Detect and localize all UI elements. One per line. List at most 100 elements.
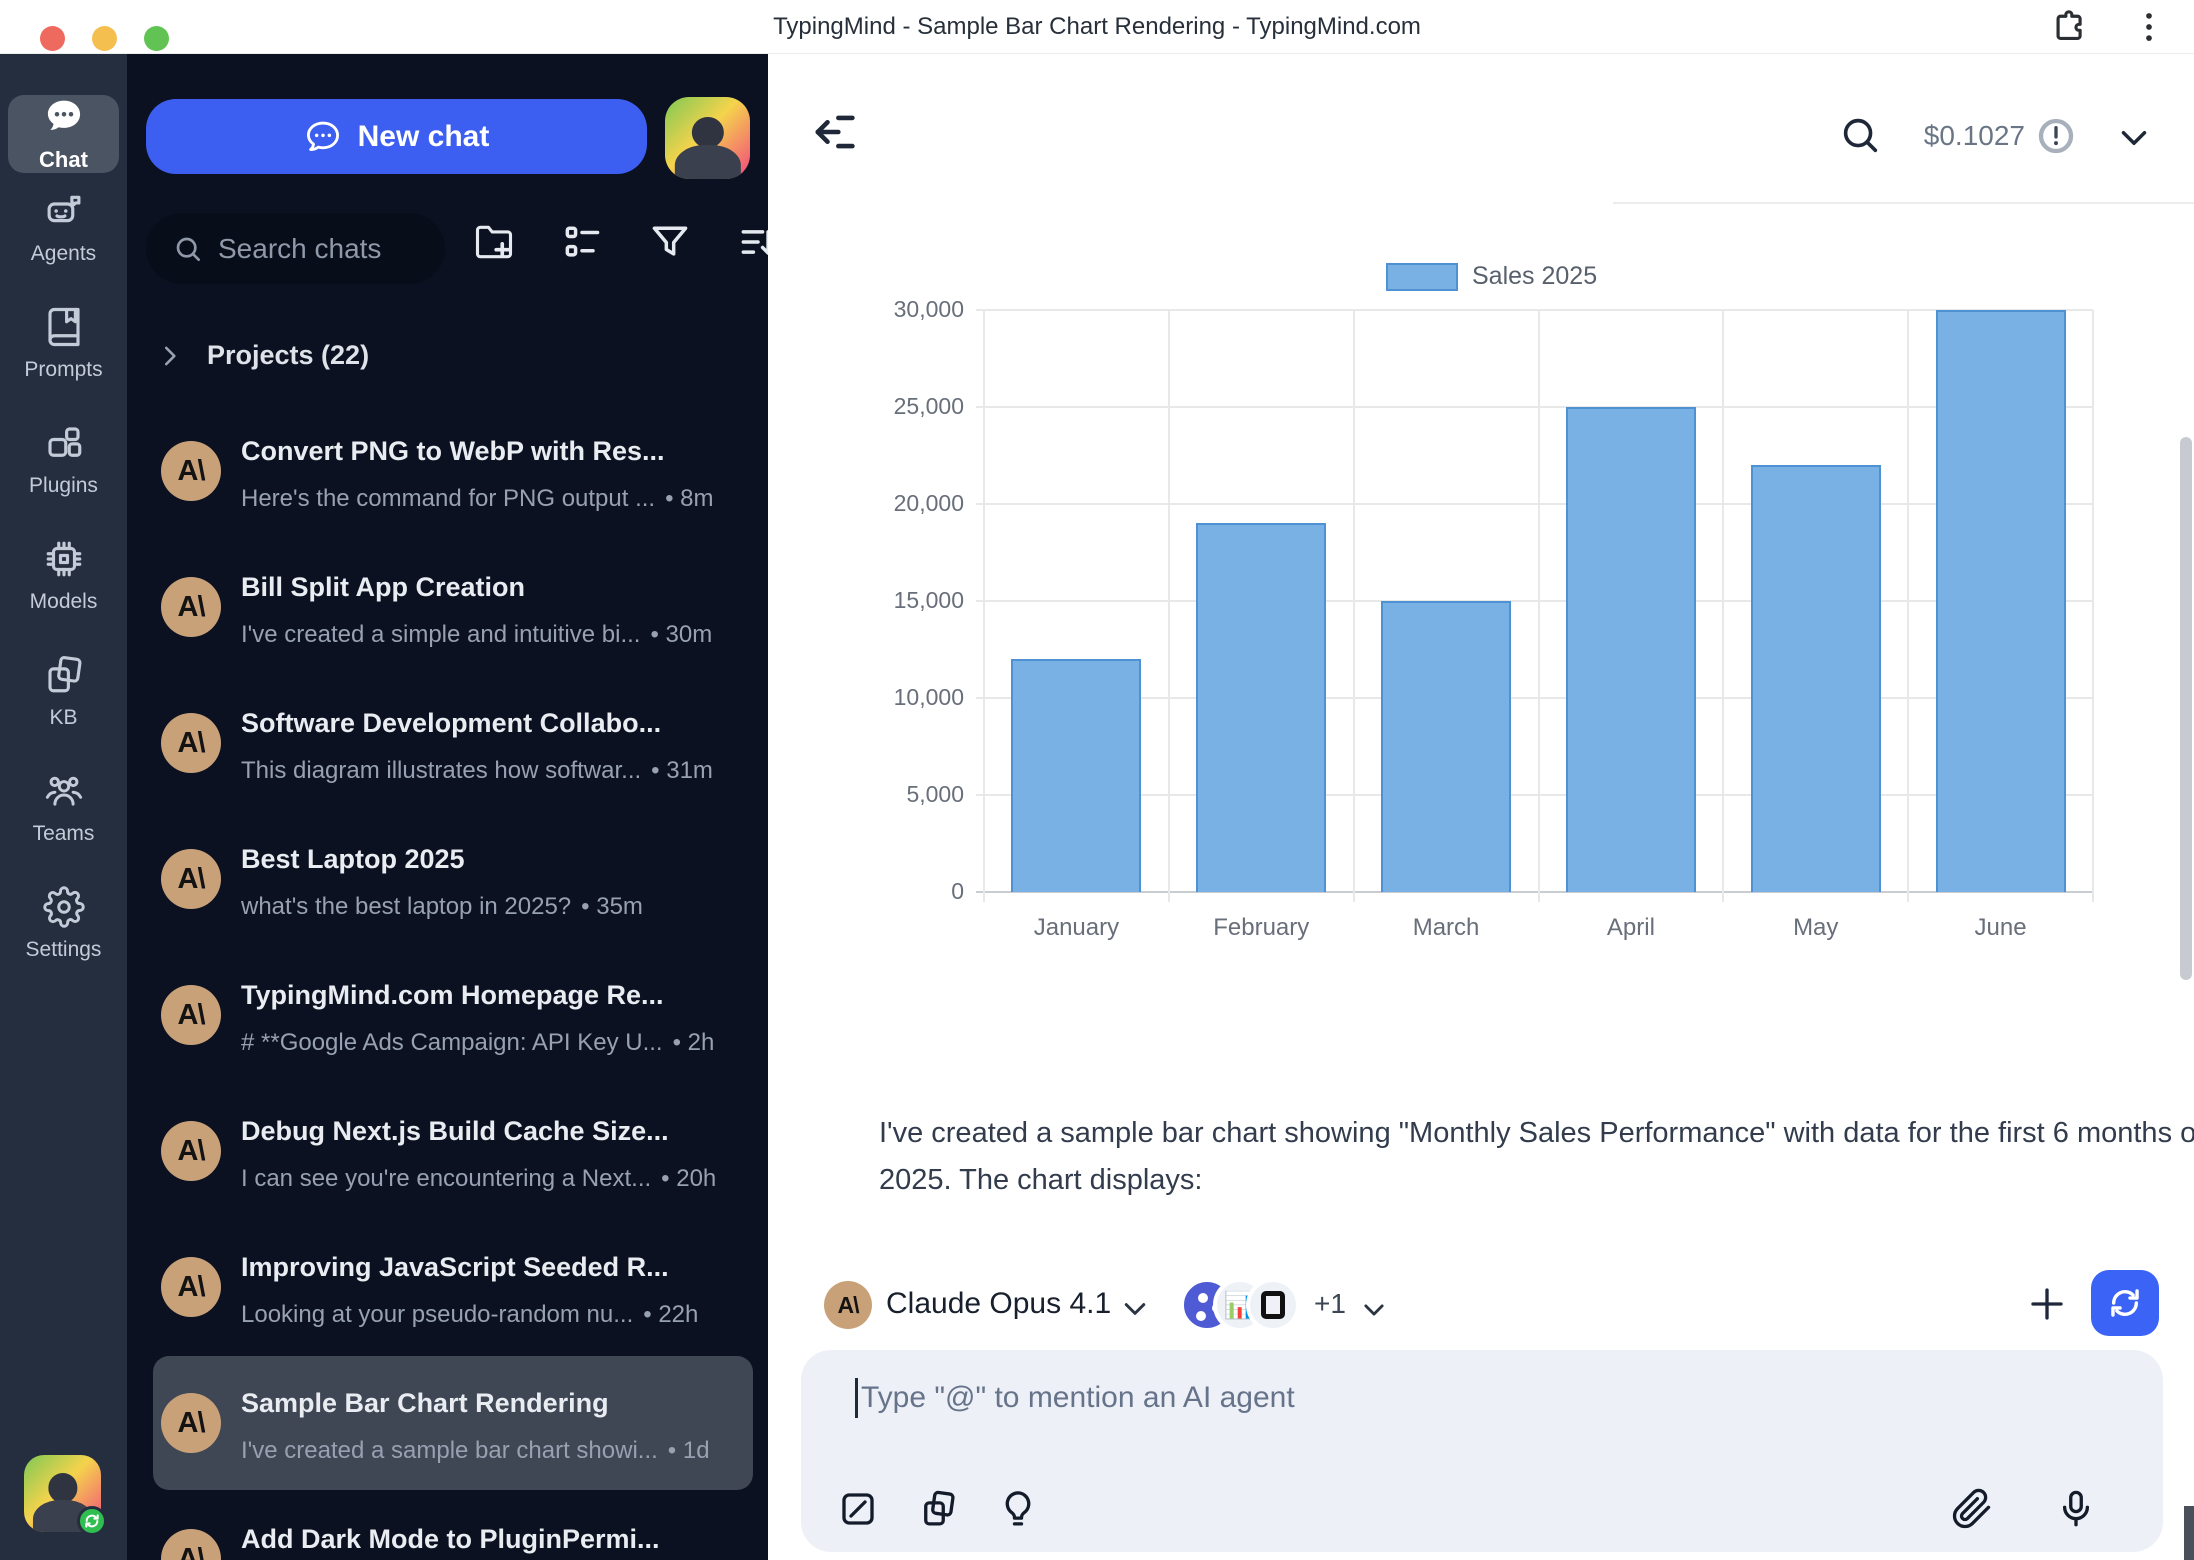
rail-item-models[interactable]: Models [0, 518, 127, 634]
add-attachment-plus-icon[interactable] [2026, 1283, 2068, 1325]
chat-snippet: Here's the command for PNG output ... [241, 485, 655, 512]
rail-item-settings[interactable]: Settings [0, 866, 127, 982]
chat-list-item[interactable]: A\ TypingMind.com Homepage Re... # **Goo… [127, 947, 768, 1083]
x-axis-tick: April [1539, 914, 1724, 942]
scroll-down-icon[interactable] [2116, 120, 2152, 156]
search-icon [172, 233, 204, 265]
bulk-select-icon[interactable] [560, 220, 604, 264]
user-avatar-top[interactable] [665, 97, 750, 179]
bar-february [1196, 523, 1326, 892]
search-messages-icon[interactable] [1837, 112, 1883, 158]
gridline-vertical [2092, 310, 2094, 902]
nav-rail: Chat Agents Prompts Plugins Models KB Te… [0, 54, 127, 1560]
text-caret [855, 1378, 858, 1418]
gridline-vertical [1722, 310, 1724, 902]
chat-time: 22h [643, 1301, 698, 1328]
chat-title: Improving JavaScript Seeded R... [241, 1252, 731, 1283]
chat-list-item[interactable]: A\ Best Laptop 2025 what's the best lapt… [127, 811, 768, 947]
input-placeholder: Type "@" to mention an AI agent [861, 1381, 1295, 1415]
rail-item-plugins[interactable]: Plugins [0, 402, 127, 518]
model-chevron-down-icon[interactable] [1120, 1294, 1150, 1324]
chat-list-item[interactable]: A\ Convert PNG to WebP with Res... Here'… [127, 403, 768, 539]
rail-item-kb[interactable]: KB [0, 634, 127, 750]
gridline [976, 309, 2093, 311]
assistant-message: I've created a sample bar chart showing … [879, 1110, 2194, 1204]
y-axis-tick: 30,000 [824, 296, 964, 323]
scrollbar-thumb[interactable] [2180, 437, 2192, 980]
user-photo [665, 97, 750, 179]
user-avatar-bottom[interactable] [24, 1455, 101, 1532]
divider [1613, 202, 2194, 204]
message-input[interactable]: Type "@" to mention an AI agent [801, 1350, 2163, 1552]
legend-label: Sales 2025 [1472, 262, 1597, 291]
search-chats-input[interactable]: Search chats [146, 213, 445, 284]
chat-title: Add Dark Mode to PluginPermi... [241, 1524, 731, 1555]
filter-icon[interactable] [648, 220, 692, 264]
y-axis-tick: 0 [824, 878, 964, 905]
chat-title: Debug Next.js Build Cache Size... [241, 1116, 731, 1147]
gridline [976, 406, 2093, 408]
y-axis-tick: 20,000 [824, 490, 964, 517]
search-placeholder: Search chats [218, 233, 381, 265]
rail-items: Chat Agents Prompts Plugins Models KB Te… [0, 54, 127, 982]
window-title: TypingMind - Sample Bar Chart Rendering … [0, 0, 2194, 54]
legend-swatch [1386, 263, 1458, 291]
rail-item-chat[interactable]: Chat [0, 54, 127, 170]
rail-item-teams[interactable]: Teams [0, 750, 127, 866]
main-pane: $0.1027 Sales 2025 05,00010,00015,00020,… [768, 54, 2194, 1560]
browser-menu-icon[interactable] [2130, 8, 2168, 46]
usage-cost[interactable]: $0.1027 [1885, 120, 2025, 152]
attach-file-icon[interactable] [1951, 1488, 1993, 1530]
extensions-icon[interactable] [2050, 8, 2088, 46]
y-axis-tick: 25,000 [824, 393, 964, 420]
anthropic-avatar: A\ [161, 577, 221, 637]
rail-item-agents[interactable]: Agents [0, 170, 127, 286]
chat-time: 2h [673, 1029, 715, 1056]
bar-january [1011, 659, 1141, 892]
chat-title: Best Laptop 2025 [241, 844, 731, 875]
prompt-canvas-icon[interactable] [837, 1488, 879, 1530]
chat-sidebar: New chat Search chats Projects (22) A\ [127, 54, 768, 1560]
chat-list-item[interactable]: A\ Improving JavaScript Seeded R... Look… [127, 1219, 768, 1355]
model-avatar: A\ [824, 1281, 872, 1329]
chat-snippet: I can see you're encountering a Next... [241, 1165, 651, 1192]
gridline [976, 503, 2093, 505]
anthropic-avatar: A\ [161, 441, 221, 501]
bar-chart: 05,00010,00015,00020,00025,00030,000Janu… [984, 310, 2093, 892]
chat-list-item[interactable]: A\ Software Development Collabo... This … [127, 675, 768, 811]
microphone-icon[interactable] [2055, 1488, 2097, 1530]
y-axis-tick: 10,000 [824, 684, 964, 711]
chat-list-item[interactable]: A\ Add Dark Mode to PluginPermi... [127, 1491, 768, 1560]
new-folder-icon[interactable] [472, 220, 516, 264]
scrollbar-corner[interactable] [2184, 1506, 2194, 1560]
bar-may [1751, 465, 1881, 892]
anthropic-avatar: A\ [161, 713, 221, 773]
anthropic-avatar: A\ [161, 849, 221, 909]
chat-snippet: I've created a simple and intuitive bi..… [241, 621, 640, 648]
x-axis-tick: March [1354, 914, 1539, 942]
copy-pages-icon[interactable] [917, 1488, 959, 1530]
new-chat-button[interactable]: New chat [146, 99, 647, 174]
chat-list-item[interactable]: A\ Debug Next.js Build Cache Size... I c… [127, 1083, 768, 1219]
screen: TypingMind - Sample Bar Chart Rendering … [0, 0, 2194, 1560]
plugins-chevron-down-icon[interactable] [1360, 1296, 1388, 1324]
chat-time: 20h [661, 1165, 716, 1192]
lightbulb-icon[interactable] [997, 1488, 1039, 1530]
regenerate-button[interactable] [2091, 1270, 2159, 1336]
chat-bubble-icon [304, 118, 342, 156]
x-axis-tick: February [1169, 914, 1354, 942]
chat-title: TypingMind.com Homepage Re... [241, 980, 731, 1011]
bar-april [1566, 407, 1696, 892]
chat-list-item[interactable]: A\ Bill Split App Creation I've created … [127, 539, 768, 675]
sort-icon[interactable] [736, 220, 768, 264]
projects-section-header[interactable]: Projects (22) [157, 340, 369, 371]
model-selector[interactable]: Claude Opus 4.1 [886, 1287, 1111, 1321]
rail-item-prompts[interactable]: Prompts [0, 286, 127, 402]
chat-snippet: # **Google Ads Campaign: API Key U... [241, 1029, 663, 1056]
chat-time: 35m [581, 893, 643, 920]
collapse-sidebar-icon[interactable] [808, 106, 860, 158]
cost-warning-icon[interactable] [2036, 116, 2076, 156]
chat-list-item[interactable]: A\ Sample Bar Chart Rendering I've creat… [127, 1355, 768, 1491]
new-chat-label: New chat [358, 120, 490, 154]
plugins-more-count[interactable]: +1 [1314, 1288, 1346, 1320]
